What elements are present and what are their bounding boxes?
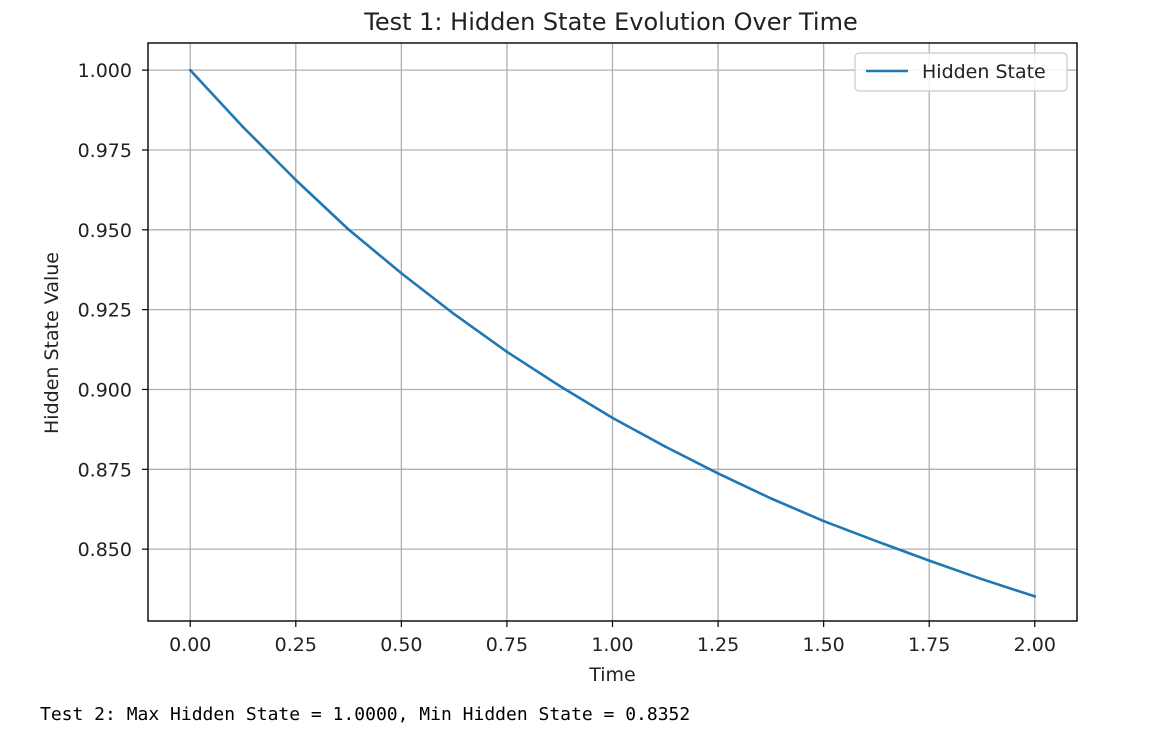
legend: Hidden State [854, 52, 1068, 92]
y-axis-ticks: 0.850 0.875 0.900 0.925 0.950 0.975 1.000 [78, 60, 148, 561]
legend-label: Hidden State [922, 61, 1046, 83]
x-tick-label: 0.75 [486, 634, 528, 656]
data-point [188, 68, 192, 72]
x-axis-label: Time [588, 664, 636, 686]
y-tick-label: 0.875 [78, 459, 132, 481]
y-tick-label: 0.850 [78, 539, 132, 561]
data-point [558, 384, 562, 388]
y-axis-label: Hidden State Value [41, 252, 63, 434]
data-point [1033, 595, 1037, 598]
line-chart: Test 1: Hidden State Evolution Over Time… [41, 8, 1078, 686]
data-point [927, 559, 931, 562]
data-point [875, 539, 878, 543]
data-point [611, 416, 614, 420]
data-point [980, 577, 984, 581]
data-point [505, 350, 509, 354]
data-point [452, 312, 456, 316]
output-text: Test 2: Max Hidden State = 1.0000, Min H… [40, 704, 691, 725]
x-tick-label: 1.75 [908, 634, 950, 656]
series-layer [188, 68, 1037, 598]
x-tick-label: 1.25 [697, 634, 739, 656]
x-tick-label: 2.00 [1014, 634, 1056, 656]
x-axis-ticks: 0.00 0.25 0.50 0.75 1.00 1.25 1.50 1.75 2.00 [169, 621, 1056, 656]
y-tick-label: 0.975 [78, 140, 132, 162]
gridlines [148, 43, 1077, 621]
data-point [241, 125, 245, 129]
x-tick-label: 0.50 [380, 634, 422, 656]
y-tick-label: 1.000 [78, 60, 132, 82]
x-tick-label: 1.00 [591, 634, 633, 656]
data-point [769, 497, 773, 500]
data-point [400, 271, 403, 275]
data-point [822, 519, 825, 523]
x-tick-label: 0.25 [275, 634, 317, 656]
data-point [716, 472, 720, 475]
chart-title: Test 1: Hidden State Evolution Over Time [363, 8, 857, 36]
x-tick-label: 1.50 [802, 634, 844, 656]
data-point [347, 228, 350, 231]
chart: Test 1: Hidden State Evolution Over Time… [41, 8, 1078, 686]
y-tick-label: 0.950 [78, 220, 132, 242]
legend-box [854, 52, 1068, 92]
data-point [294, 178, 298, 182]
y-tick-label: 0.925 [78, 300, 132, 322]
x-tick-label: 0.00 [169, 634, 211, 656]
data-point [663, 445, 667, 448]
y-tick-label: 0.900 [78, 379, 132, 401]
